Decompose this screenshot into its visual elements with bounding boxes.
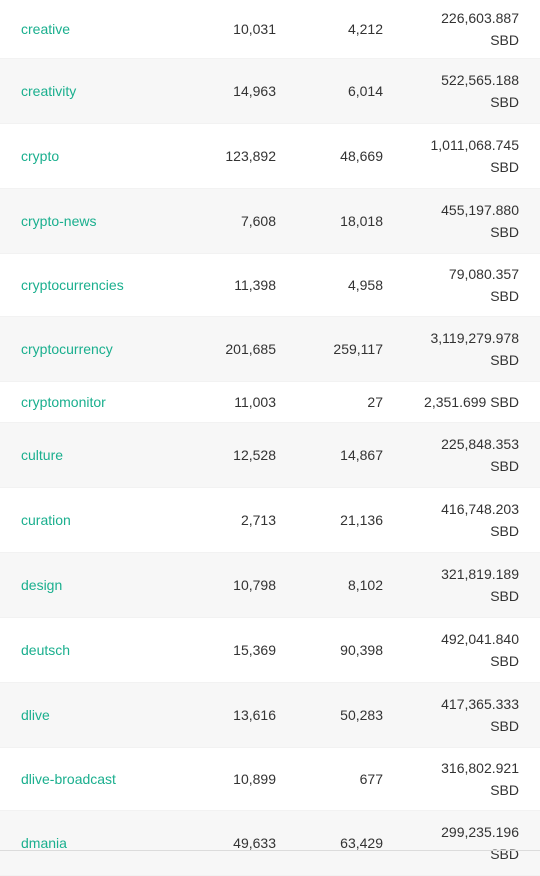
- payout-amount: 1,011,068.745: [430, 137, 520, 153]
- posts-count: 2,713: [240, 512, 276, 528]
- posts-count: 10,031: [233, 21, 276, 37]
- divider: [0, 850, 540, 851]
- payout-amount: 417,365.333: [441, 696, 519, 712]
- table-row: curation 2,713 21,136 416,748.203 SBD: [0, 488, 540, 553]
- payout-value: 2,351.699 SBD: [389, 391, 540, 413]
- payout-amount: 2,351.699 SBD: [424, 394, 519, 410]
- tag-link[interactable]: dlive: [21, 707, 50, 723]
- payout-currency: SBD: [490, 159, 519, 175]
- payout-amount: 416,748.203: [441, 501, 519, 517]
- table-row: creativity 14,963 6,014 522,565.188 SBD: [0, 59, 540, 124]
- payout-value: 455,197.880 SBD: [389, 199, 540, 243]
- payout-currency: SBD: [490, 288, 519, 304]
- tag-link[interactable]: cryptocurrencies: [21, 277, 124, 293]
- posts-count: 10,899: [233, 771, 276, 787]
- payout-currency: SBD: [490, 458, 519, 474]
- table-row: culture 12,528 14,867 225,848.353 SBD: [0, 423, 540, 488]
- posts-count: 11,003: [234, 394, 276, 410]
- payout-amount: 225,848.353: [441, 436, 519, 452]
- table-row: dlive-broadcast 10,899 677 316,802.921 SBD: [0, 748, 540, 811]
- posts-count: 201,685: [225, 341, 276, 357]
- payout-amount: 79,080.357: [448, 266, 519, 282]
- payout-amount: 3,119,279.978: [430, 330, 520, 346]
- comments-count: 48,669: [340, 148, 383, 164]
- table-row: cryptocurrencies 11,398 4,958 79,080.357 SBD: [0, 254, 540, 317]
- payout-amount: 522,565.188: [441, 72, 519, 88]
- comments-count: 90,398: [340, 642, 383, 658]
- payout-currency: SBD: [490, 653, 519, 669]
- tag-link[interactable]: culture: [21, 447, 64, 463]
- tag-link[interactable]: dlive-broadcast: [21, 771, 116, 787]
- payout-amount: 492,041.840: [441, 631, 519, 647]
- comments-count: 18,018: [340, 213, 383, 229]
- posts-count: 15,369: [233, 642, 276, 658]
- posts-count: 123,892: [225, 148, 276, 164]
- tag-link[interactable]: creativity: [21, 83, 77, 99]
- comments-count: 677: [359, 771, 383, 787]
- comments-count: 259,117: [333, 341, 383, 357]
- table-row: cryptomonitor 11,003 27 2,351.699 SBD: [0, 382, 540, 423]
- payout-currency: SBD: [490, 718, 519, 734]
- comments-count: 8,102: [347, 577, 383, 593]
- tag-link[interactable]: creative: [21, 21, 71, 37]
- tag-link[interactable]: crypto: [21, 148, 60, 164]
- payout-currency: SBD: [490, 782, 519, 798]
- tag-link[interactable]: cryptomonitor: [21, 394, 106, 410]
- comments-count: 4,958: [347, 277, 383, 293]
- payout-value: 225,848.353 SBD: [389, 433, 540, 477]
- tag-link[interactable]: cryptocurrency: [21, 341, 113, 357]
- posts-count: 49,633: [233, 835, 276, 851]
- posts-count: 12,528: [233, 447, 276, 463]
- payout-value: 79,080.357 SBD: [389, 263, 540, 307]
- table-row: dlive 13,616 50,283 417,365.333 SBD: [0, 683, 540, 748]
- comments-count: 27: [367, 394, 383, 410]
- payout-amount: 299,235.196: [441, 824, 519, 840]
- table-row: deutsch 15,369 90,398 492,041.840 SBD: [0, 618, 540, 683]
- posts-count: 11,398: [234, 277, 276, 293]
- tag-link[interactable]: dmania: [21, 835, 67, 851]
- payout-value: 417,365.333 SBD: [389, 693, 540, 737]
- payout-value: 316,802.921 SBD: [389, 757, 540, 801]
- payout-amount: 226,603.887: [441, 10, 519, 26]
- payout-value: 522,565.188 SBD: [389, 69, 540, 113]
- comments-count: 63,429: [340, 835, 383, 851]
- posts-count: 13,616: [233, 707, 276, 723]
- payout-value: 3,119,279.978 SBD: [389, 327, 540, 371]
- payout-currency: SBD: [490, 94, 519, 110]
- payout-value: 1,011,068.745 SBD: [389, 134, 540, 178]
- payout-currency: SBD: [490, 523, 519, 539]
- tag-link[interactable]: design: [21, 577, 63, 593]
- posts-count: 7,608: [240, 213, 276, 229]
- tag-link[interactable]: deutsch: [21, 642, 71, 658]
- payout-currency: SBD: [490, 352, 519, 368]
- comments-count: 21,136: [340, 512, 383, 528]
- table-row: cryptocurrency 201,685 259,117 3,119,279.97…: [0, 317, 540, 382]
- payout-currency: SBD: [490, 846, 519, 862]
- tag-link[interactable]: curation: [21, 512, 71, 528]
- payout-currency: SBD: [490, 224, 519, 240]
- table-row: creative 10,031 4,212 226,603.887 SBD: [0, 0, 540, 59]
- posts-count: 10,798: [233, 577, 276, 593]
- table-row: crypto-news 7,608 18,018 455,197.880 SBD: [0, 189, 540, 254]
- payout-amount: 321,819.189: [441, 566, 519, 582]
- table-row: crypto 123,892 48,669 1,011,068.745 SBD: [0, 124, 540, 189]
- payout-amount: 455,197.880: [441, 202, 519, 218]
- payout-value: 226,603.887 SBD: [389, 7, 540, 51]
- payout-currency: SBD: [490, 32, 519, 48]
- comments-count: 4,212: [347, 21, 383, 37]
- payout-value: 492,041.840 SBD: [389, 628, 540, 672]
- posts-count: 14,963: [233, 83, 276, 99]
- payout-currency: SBD: [490, 588, 519, 604]
- payout-value: 321,819.189 SBD: [389, 563, 540, 607]
- payout-value: 299,235.196 SBD: [389, 821, 540, 865]
- comments-count: 14,867: [340, 447, 383, 463]
- comments-count: 6,014: [347, 83, 383, 99]
- comments-count: 50,283: [340, 707, 383, 723]
- payout-amount: 316,802.921: [441, 760, 519, 776]
- table-row: design 10,798 8,102 321,819.189 SBD: [0, 553, 540, 618]
- payout-value: 416,748.203 SBD: [389, 498, 540, 542]
- tag-link[interactable]: crypto-news: [21, 213, 97, 229]
- table-row: dmania 49,633 63,429 299,235.196 SBD: [0, 811, 540, 876]
